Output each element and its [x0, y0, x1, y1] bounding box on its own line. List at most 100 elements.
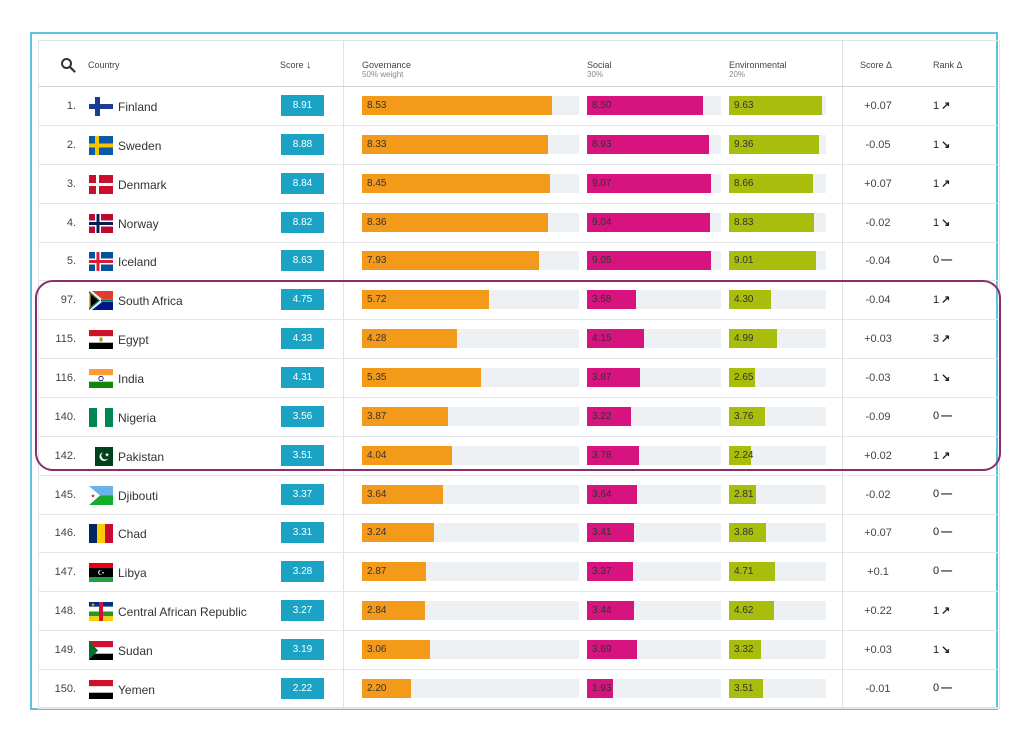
table-row[interactable]: 2. Sweden 8.88 8.33 8.93 9.36 -0.05 1 ↘ [38, 126, 1000, 165]
rank-number: 3. [66, 177, 76, 190]
score-badge: 8.63 [281, 250, 324, 272]
governance-bar: 3.87 [362, 406, 579, 426]
header-score-delta[interactable]: Score Δ [860, 60, 893, 70]
governance-bar: 5.72 [362, 290, 579, 310]
table-frame [30, 32, 998, 710]
social-value: 8.93 [592, 138, 612, 150]
score-badge: 3.37 [281, 483, 324, 505]
arrow-up-right-icon: ↗ [941, 294, 951, 307]
social-value: 9.05 [592, 255, 612, 267]
table-row[interactable]: 115. Egypt 4.33 4.28 4.15 4.99 +0.03 3 ↗ [38, 320, 1000, 360]
country-name[interactable]: Central African Republic [118, 605, 247, 620]
egypt-flag-icon [89, 330, 113, 350]
arrow-up-right-icon: ↗ [941, 177, 951, 190]
header-rank-delta[interactable]: Rank Δ [933, 60, 963, 70]
social-value: 8.50 [592, 100, 612, 111]
country-name[interactable]: Libya [118, 566, 147, 581]
governance-value: 7.93 [367, 255, 387, 267]
score-delta: +0.22 [864, 605, 892, 618]
social-bar: 3.41 [587, 523, 721, 543]
car-flag-icon [89, 602, 113, 622]
governance-value: 8.45 [367, 177, 387, 189]
country-name[interactable]: Sweden [118, 138, 162, 153]
table-row[interactable]: 150. Yemen 2.22 2.20 1.93 3.51 -0.01 0— [38, 670, 1000, 709]
environmental-bar: 2.81 [729, 484, 826, 504]
table-row[interactable]: 142. Pakistan 3.51 4.04 3.78 2.24 +0.02 1 ↗ [38, 437, 1000, 476]
rank-delta-value: 0 [933, 487, 940, 500]
rank-number: 150. [54, 682, 76, 695]
social-value: 3.22 [592, 410, 612, 422]
rank-delta: 1 ↗ [933, 604, 973, 617]
score-delta: -0.02 [865, 216, 891, 229]
table-row[interactable]: 1. Finland 8.91 8.53 8.50 9.63 +0.07 1 ↗ [38, 87, 1000, 126]
country-name[interactable]: South Africa [118, 294, 183, 309]
social-value: 3.58 [592, 294, 612, 306]
table-row[interactable]: 145. Djibouti 3.37 3.64 3.64 2.81 -0.02 0— [38, 476, 1000, 515]
country-name[interactable]: Finland [118, 100, 158, 114]
country-name[interactable]: Nigeria [118, 410, 157, 425]
rank-delta-value: 1 [933, 216, 940, 229]
rank-delta: 0— [933, 254, 973, 266]
table-row[interactable]: 140. Nigeria 3.56 3.87 3.22 3.76 -0.09 0— [38, 398, 1000, 437]
environmental-bar: 3.76 [729, 406, 826, 426]
score-delta: -0.01 [865, 682, 891, 695]
governance-value: 8.36 [367, 216, 387, 228]
rank-delta: 3 ↗ [933, 332, 973, 345]
social-value: 9.04 [592, 216, 612, 228]
country-name[interactable]: Sudan [118, 643, 153, 658]
nigeria-flag-icon [89, 407, 113, 427]
table-row[interactable]: 147. Libya 3.28 2.87 3.37 4.71 +0.1 0— [38, 553, 1000, 593]
india-flag-icon [89, 368, 113, 388]
score-delta: -0.04 [865, 294, 891, 307]
country-name[interactable]: Djibouti [118, 488, 159, 503]
score-badge: 4.31 [281, 366, 324, 388]
score-delta: -0.05 [865, 138, 891, 151]
table-row[interactable]: 149. Sudan 3.19 3.06 3.69 3.32 +0.03 1 ↘ [38, 631, 1000, 670]
arrow-down-right-icon: ↘ [941, 643, 951, 656]
governance-bar: 2.84 [362, 601, 579, 621]
rank-delta: 1 ↘ [933, 216, 973, 229]
rank-number: 149. [54, 643, 76, 656]
table-row[interactable]: 116. India 4.31 5.35 3.87 2.65 -0.03 1 ↘ [38, 359, 1000, 398]
country-name[interactable]: Norway [118, 216, 159, 231]
country-name[interactable]: Pakistan [118, 449, 165, 464]
southafrica-flag-icon [89, 291, 113, 311]
rank-delta: 0— [933, 410, 973, 422]
table-row[interactable]: 97. South Africa 4.75 5.72 3.58 4.30 -0.04 1 ↗ [38, 281, 1000, 321]
country-name[interactable]: India [118, 371, 145, 386]
rank-number: 2. [66, 138, 76, 151]
table-row[interactable]: 5. Iceland 8.63 7.93 9.05 9.01 -0.04 0— [38, 242, 1000, 282]
score-delta: +0.03 [864, 333, 892, 346]
arrow-up-right-icon: ↗ [941, 605, 951, 618]
column-divider [343, 40, 344, 708]
governance-value: 8.53 [367, 100, 387, 111]
header-environmental[interactable]: Environmental 20% [729, 60, 787, 79]
search-icon[interactable] [60, 57, 76, 73]
dash-icon: — [941, 254, 953, 267]
table-row[interactable]: 146. Chad 3.31 3.24 3.41 3.86 +0.07 0— [38, 514, 1000, 554]
score-delta: +0.07 [864, 177, 892, 190]
table-row[interactable]: 148. Central African Republic 3.27 2.84 3.44… [38, 592, 1000, 632]
country-name[interactable]: Iceland [118, 255, 157, 270]
governance-value: 5.35 [367, 371, 387, 383]
social-bar: 3.64 [587, 484, 721, 504]
table-row[interactable]: 3. Denmark 8.84 8.45 9.07 8.66 +0.07 1 ↗ [38, 165, 1000, 204]
table-row[interactable]: 4. Norway 8.82 8.36 9.04 8.83 -0.02 1 ↘ [38, 204, 1000, 243]
header-governance[interactable]: Governance 50% weight [362, 60, 412, 79]
score-delta: +0.1 [867, 566, 889, 579]
country-name[interactable]: Denmark [118, 177, 167, 192]
header-country[interactable]: Country [88, 60, 120, 70]
rank-delta: 0— [933, 682, 973, 694]
finland-flag-icon [89, 97, 113, 116]
score-badge: 4.33 [281, 328, 324, 350]
social-value: 1.93 [592, 682, 612, 694]
social-bar: 9.04 [587, 212, 721, 232]
arrow-down-right-icon: ↘ [941, 216, 951, 229]
header-score[interactable]: Score ↓ [280, 59, 312, 71]
country-name[interactable]: Egypt [118, 333, 149, 348]
rank-delta-value: 1 [933, 643, 940, 656]
header-social[interactable]: Social 30% [587, 60, 612, 79]
country-name[interactable]: Chad [118, 527, 147, 542]
country-name[interactable]: Yemen [118, 682, 155, 697]
dash-icon: — [941, 681, 953, 694]
